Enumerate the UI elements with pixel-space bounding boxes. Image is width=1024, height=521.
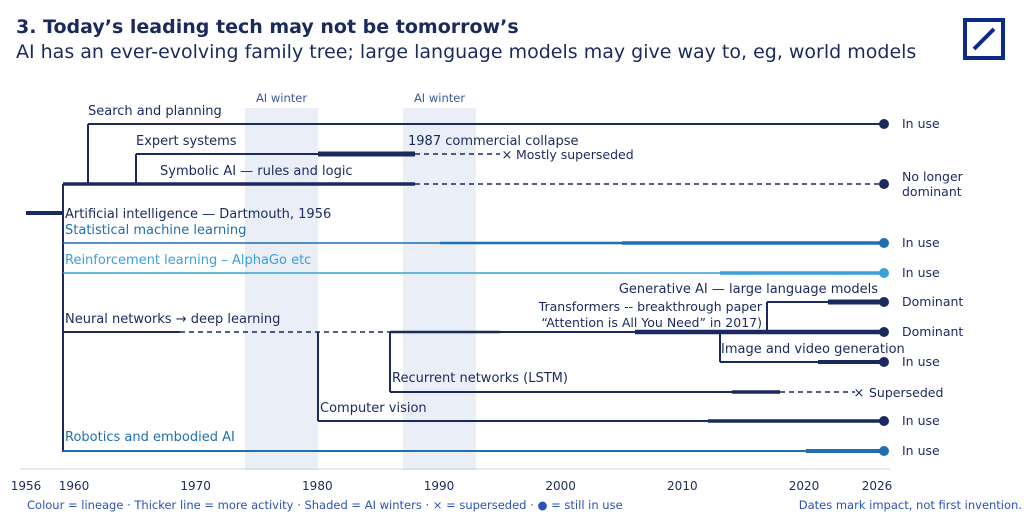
status-symbolic-2: dominant xyxy=(902,184,962,199)
endpoint-lstm: × xyxy=(854,386,865,401)
status-statml: In use xyxy=(902,235,940,250)
status-symbolic-1: No longer xyxy=(902,169,964,184)
ai-winter-band-1 xyxy=(245,108,318,470)
label-neural: Neural networks → deep learning xyxy=(65,312,280,327)
label-symbolic: Symbolic AI — rules and logic xyxy=(160,164,353,179)
x-tick-1970: 1970 xyxy=(180,479,211,493)
ai-winter-label-2: AI winter xyxy=(414,91,465,105)
label-robotics: Robotics and embodied AI xyxy=(65,430,235,445)
status-robotics: In use xyxy=(902,443,940,458)
x-tick-1960: 1960 xyxy=(59,479,90,493)
annotation-expert: 1987 commercial collapse xyxy=(408,134,579,149)
label-imagegen: Image and video generation xyxy=(721,342,905,357)
endpoint-statml xyxy=(879,238,889,248)
ai-winter-label-1: AI winter xyxy=(256,91,307,105)
label-search: Search and planning xyxy=(88,104,222,119)
ai-winter-band-2 xyxy=(403,108,476,470)
label-cv: Computer vision xyxy=(320,401,427,416)
x-tick-2010: 2010 xyxy=(667,479,698,493)
x-tick-2026: 2026 xyxy=(862,479,893,493)
label-transformers-1: Transformers -- breakthrough paper xyxy=(538,299,763,314)
x-tick-1990: 1990 xyxy=(424,479,455,493)
chart-title: 3. Today’s leading tech may not be tomor… xyxy=(16,16,519,38)
status-cv: In use xyxy=(902,413,940,428)
status-lstm: Superseded xyxy=(869,385,943,400)
label-transformers-2: “Attention is All You Need” in 2017) xyxy=(541,315,762,330)
label-root: Artificial intelligence — Dartmouth, 195… xyxy=(65,207,331,222)
endpoint-imagegen xyxy=(879,357,889,367)
x-tick-1956: 1956 xyxy=(11,479,42,493)
chart-subtitle: AI has an ever-evolving family tree; lar… xyxy=(16,41,917,63)
status-imagegen: In use xyxy=(902,354,940,369)
slash-icon xyxy=(972,27,996,51)
label-lstm: Recurrent networks (LSTM) xyxy=(392,371,568,386)
x-tick-1980: 1980 xyxy=(302,479,333,493)
x-tick-2000: 2000 xyxy=(545,479,576,493)
label-genai: Generative AI — large language models xyxy=(619,282,878,297)
endpoint-neural xyxy=(879,327,889,337)
status-search: In use xyxy=(902,116,940,131)
status-neural: Dominant xyxy=(902,324,963,339)
label-rl: Reinforcement learning – AlphaGo etc xyxy=(65,253,311,268)
endpoint-symbolic xyxy=(879,179,889,189)
label-expert: Expert systems xyxy=(136,134,237,149)
status-genai: Dominant xyxy=(902,294,963,309)
chart-note: Dates mark impact, not first invention. xyxy=(798,498,1022,512)
status-rl: In use xyxy=(902,265,940,280)
status-expert: Mostly superseded xyxy=(516,147,634,162)
endpoint-genai xyxy=(879,297,889,307)
x-tick-2020: 2020 xyxy=(789,479,820,493)
brand-logo xyxy=(963,18,1005,60)
endpoint-search xyxy=(879,119,889,129)
endpoint-robotics xyxy=(879,446,889,456)
chart-legend: Colour = lineage · Thicker line = more a… xyxy=(27,498,623,512)
label-statml: Statistical machine learning xyxy=(65,223,246,238)
endpoint-expert: × xyxy=(502,148,513,163)
endpoint-cv xyxy=(879,416,889,426)
endpoint-rl xyxy=(879,268,889,278)
